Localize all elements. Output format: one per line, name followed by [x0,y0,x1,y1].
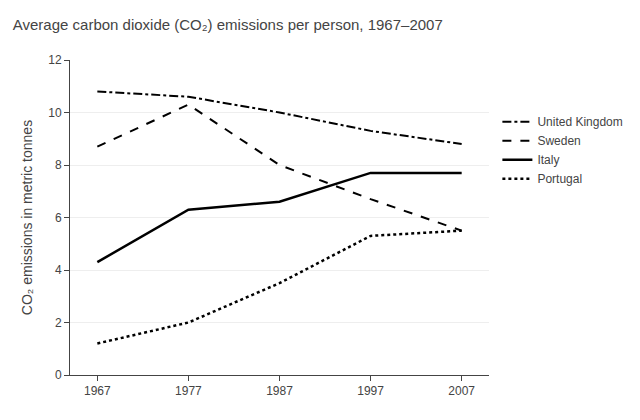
svg-text:1987: 1987 [266,384,293,398]
svg-text:Average carbon dioxide (CO₂) e: Average carbon dioxide (CO₂) emissions p… [13,16,443,33]
svg-text:4: 4 [55,263,62,277]
svg-text:1967: 1967 [84,384,111,398]
svg-text:0: 0 [55,368,62,382]
svg-text:6: 6 [55,211,62,225]
svg-text:2: 2 [55,316,62,330]
svg-text:2007: 2007 [448,384,475,398]
svg-text:Italy: Italy [537,153,559,167]
svg-text:Portugal: Portugal [537,172,582,186]
svg-text:12: 12 [48,53,62,67]
svg-text:United Kingdom: United Kingdom [537,115,622,129]
svg-text:Sweden: Sweden [537,134,580,148]
svg-text:1997: 1997 [357,384,384,398]
svg-text:8: 8 [55,158,62,172]
svg-text:CO₂ emissions in metric tonnes: CO₂ emissions in metric tonnes [19,120,35,315]
svg-text:10: 10 [48,106,62,120]
svg-text:1977: 1977 [175,384,202,398]
